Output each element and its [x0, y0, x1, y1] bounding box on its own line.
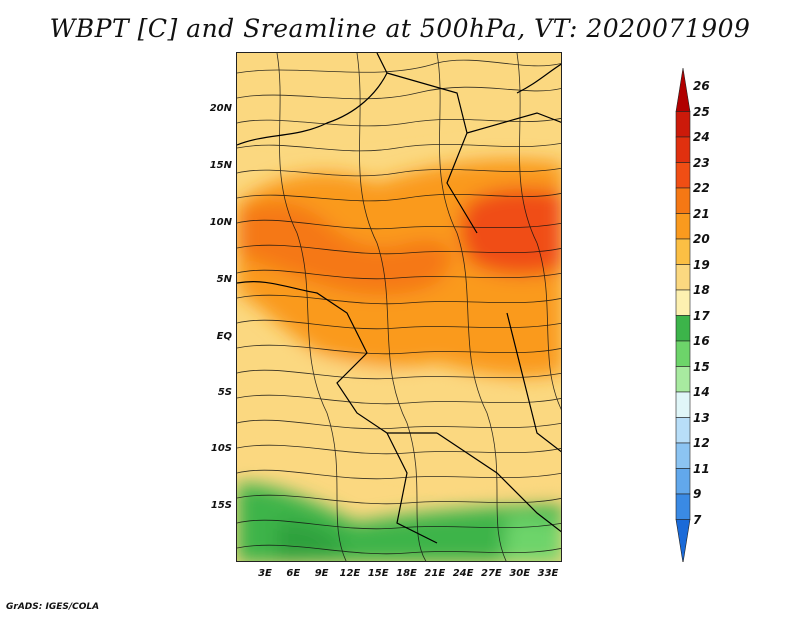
wbpt-field	[237, 53, 561, 561]
colorbar-label: 16	[693, 334, 710, 348]
colorbar-cell	[675, 187, 691, 214]
lon-label: 12E	[339, 568, 361, 579]
lon-label: 3E	[258, 568, 272, 579]
colorbar-cell	[675, 264, 691, 291]
lon-label: 33E	[537, 568, 559, 579]
colorbar-label: 15	[693, 359, 710, 374]
colorbar-cell	[675, 442, 691, 469]
colorbar-cell	[675, 493, 691, 520]
colorbar-cell	[675, 238, 691, 265]
colorbar-label: 7	[693, 512, 702, 527]
colorbar-label: 24	[693, 130, 710, 144]
lat-label: 10N	[209, 217, 232, 228]
colorbar-label: 17	[693, 308, 710, 323]
colorbar-cell	[675, 391, 691, 418]
colorbar-cell	[675, 162, 691, 189]
footer-credit: GrADS: IGES/COLA	[6, 602, 100, 612]
colorbar-label: 21	[693, 206, 710, 221]
lat-label: 5S	[217, 387, 232, 398]
colorbar-cell	[675, 315, 691, 342]
colorbar-cell	[675, 417, 691, 444]
lat-label: 20N	[209, 103, 232, 114]
colorbar-label: 9	[693, 487, 702, 501]
lat-label: 15N	[209, 160, 232, 171]
colorbar-label: 25	[693, 104, 710, 119]
colorbar-label: 11	[693, 461, 710, 476]
lon-label: 9E	[314, 568, 329, 579]
colorbar-cell	[675, 289, 691, 316]
lat-label: 10S	[210, 443, 232, 454]
colorbar-label: 14	[693, 385, 710, 399]
colorbar-cell	[675, 213, 691, 240]
lat-label: 5N	[216, 274, 232, 285]
map-title: WBPT [C] and Sreamline at 500hPa, VT: 20…	[49, 14, 751, 43]
colorbar-cell	[675, 340, 691, 367]
colorbar-label: 13	[693, 410, 710, 425]
lon-label: 27E	[481, 568, 502, 579]
colorbar-label: 22	[693, 181, 710, 195]
lon-label: 30E	[509, 568, 531, 579]
lon-label: 24E	[452, 568, 474, 579]
colorbar-cell	[675, 468, 691, 495]
lat-label: EQ	[216, 331, 232, 342]
colorbar-label: 23	[693, 155, 710, 170]
lat-label: 15S	[210, 500, 232, 511]
colorbar-label: 18	[693, 283, 710, 297]
colorbar-label: 12	[693, 436, 710, 450]
colorbar	[675, 67, 691, 562]
colorbar-cell	[675, 366, 691, 393]
colorbar-cell	[675, 67, 691, 112]
lon-label: 21E	[424, 568, 446, 579]
colorbar-cell	[675, 111, 691, 138]
colorbar-cell	[675, 136, 691, 163]
lon-label: 18E	[396, 568, 417, 579]
colorbar-label: 20	[693, 232, 710, 246]
colorbar-label: 26	[693, 79, 710, 93]
lon-label: 15E	[367, 568, 389, 579]
lon-label: 6E	[286, 568, 301, 579]
map-panel	[236, 52, 562, 562]
colorbar-cell	[675, 519, 691, 562]
colorbar-label: 19	[693, 257, 710, 272]
